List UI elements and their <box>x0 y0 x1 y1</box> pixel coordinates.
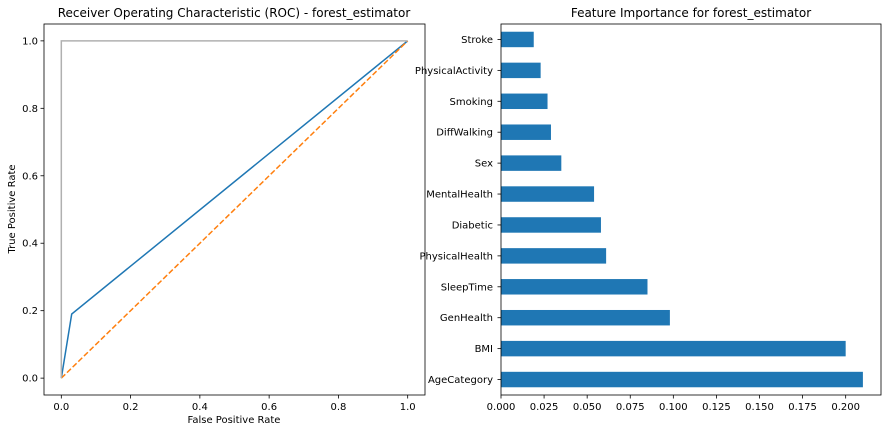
feature-label-PhysicalHealth: PhysicalHealth <box>419 251 493 262</box>
feature-bar-PhysicalHealth <box>501 248 607 264</box>
roc-series-line-1 <box>60 40 409 379</box>
feature-importance-title: Feature Importance for forest_estimator <box>571 6 811 20</box>
fi-x-tick-label: 0.025 <box>530 402 559 413</box>
fi-x-tick-label: 0.175 <box>788 402 817 413</box>
feature-bar-Sex <box>501 155 562 171</box>
feature-label-DiffWalking: DiffWalking <box>436 128 493 139</box>
feature-label-Sex: Sex <box>475 159 493 170</box>
feature-label-GenHealth: GenHealth <box>440 313 493 324</box>
roc-x-tick-label: 0.4 <box>192 402 208 413</box>
roc-x-axis-label: False Positive Rate <box>188 415 281 426</box>
feature-label-AgeCategory: AgeCategory <box>428 375 493 386</box>
roc-x-tick-label: 1.0 <box>400 402 416 413</box>
feature-bar-GenHealth <box>501 309 670 326</box>
fi-x-tick-label: 0.200 <box>831 402 860 413</box>
fi-x-tick-label: 0.125 <box>702 402 731 413</box>
roc-y-axis-label: True Positive Rate <box>7 164 18 254</box>
roc-y-axis: 0.0 0.2 0.4 0.6 0.8 1.0 <box>22 36 44 385</box>
roc-x-tick-label: 0.0 <box>53 402 69 413</box>
roc-y-tick-label: 0.8 <box>22 104 38 115</box>
roc-x-tick-label: 0.6 <box>261 402 277 413</box>
feature-importance-bars <box>501 31 863 388</box>
feature-label-BMI: BMI <box>475 344 493 355</box>
roc-axes-frame <box>43 23 426 396</box>
feature-bar-Smoking <box>501 93 548 110</box>
fi-x-tick-label: 0.000 <box>487 402 516 413</box>
roc-x-axis: 0.0 0.2 0.4 0.6 0.8 1.0 <box>53 395 416 413</box>
roc-chart: Receiver Operating Characteristic (ROC) … <box>7 6 426 426</box>
feature-bar-Diabetic <box>501 217 601 233</box>
roc-x-tick-label: 0.2 <box>123 402 139 413</box>
fi-x-tick-label: 0.075 <box>616 402 645 413</box>
roc-y-tick-label: 0.6 <box>22 171 38 182</box>
fi-x-tick-label: 0.100 <box>659 402 688 413</box>
feature-importance-y-axis: AgeCategory BMI GenHealth SleepTime Physical… <box>415 35 501 386</box>
feature-bar-DiffWalking <box>501 124 551 140</box>
feature-bar-MentalHealth <box>501 186 595 202</box>
feature-bar-PhysicalActivity <box>501 62 541 79</box>
feature-label-Stroke: Stroke <box>461 35 493 46</box>
feature-importance-axes-frame <box>500 23 882 396</box>
feature-label-Diabetic: Diabetic <box>452 220 493 231</box>
feature-label-PhysicalActivity: PhysicalActivity <box>415 66 493 77</box>
roc-lines <box>60 40 409 379</box>
feature-label-Smoking: Smoking <box>450 97 493 108</box>
feature-label-SleepTime: SleepTime <box>441 282 493 293</box>
roc-y-tick-label: 0.0 <box>22 374 38 385</box>
feature-label-MentalHealth: MentalHealth <box>426 190 493 201</box>
feature-importance-chart: Feature Importance for forest_estimator … <box>415 6 882 413</box>
feature-bar-SleepTime <box>501 279 648 295</box>
feature-bar-BMI <box>501 340 846 357</box>
fi-x-tick-label: 0.050 <box>573 402 602 413</box>
fi-x-tick-label: 0.150 <box>745 402 774 413</box>
roc-series-line-0 <box>60 40 409 379</box>
roc-y-tick-label: 0.2 <box>22 306 38 317</box>
roc-x-tick-label: 0.8 <box>330 402 346 413</box>
roc-series-line-2 <box>60 40 408 379</box>
feature-importance-x-axis: 0.000 0.025 0.050 0.075 0.100 0.125 0.150 0.175… <box>487 395 860 413</box>
roc-chart-title: Receiver Operating Characteristic (ROC) … <box>58 6 411 20</box>
roc-y-tick-label: 0.4 <box>22 239 38 250</box>
roc-y-tick-label: 1.0 <box>22 36 38 47</box>
feature-bar-Stroke <box>501 31 534 48</box>
feature-bar-AgeCategory <box>501 371 863 388</box>
